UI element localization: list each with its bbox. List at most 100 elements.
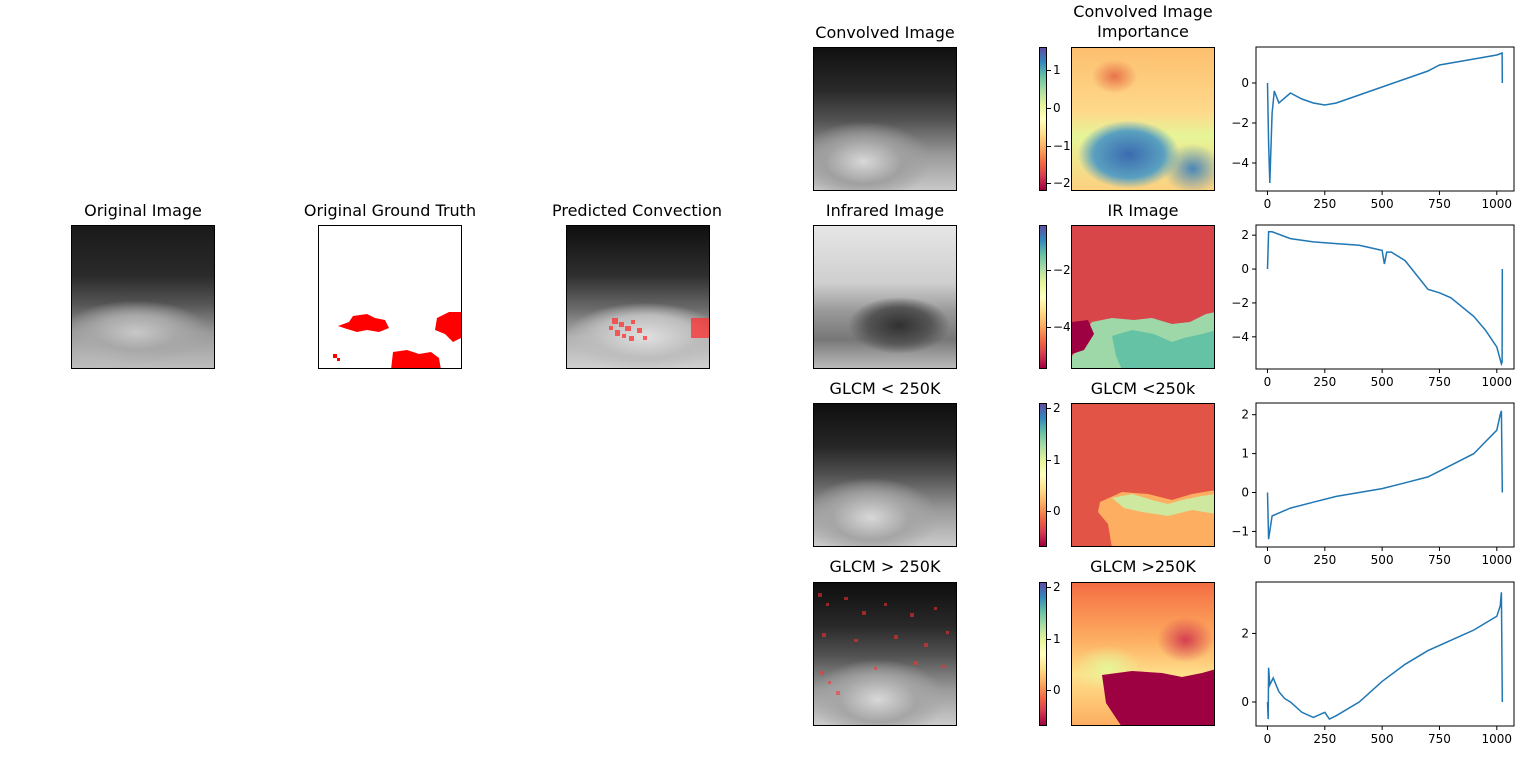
- x-tick-label: 1000: [1482, 732, 1513, 746]
- colorbar-tick-label: 2: [1053, 401, 1061, 416]
- x-tick-label: 250: [1313, 197, 1336, 211]
- x-tick-label: 250: [1313, 553, 1336, 567]
- y-tick-label: 0: [1241, 486, 1249, 500]
- y-tick-label: 2: [1241, 408, 1249, 422]
- x-tick-label: 500: [1371, 553, 1394, 567]
- x-tick-label: 750: [1428, 553, 1451, 567]
- y-tick-label: 0: [1241, 262, 1249, 276]
- row3-image-overlay: [818, 593, 949, 695]
- colorbar-tick-label: 1: [1053, 62, 1061, 77]
- x-tick-label: 500: [1371, 197, 1394, 211]
- row3-image-title: GLCM > 250K: [829, 557, 941, 576]
- colorbar-tickmark: [1047, 270, 1051, 272]
- plot-frame: [1255, 224, 1515, 370]
- row0-image-title: Convolved Image: [815, 23, 955, 42]
- colorbar-tickmark: [1047, 183, 1051, 185]
- colorbar-tick-label: 1: [1053, 452, 1061, 467]
- colorbar-tickmark: [1047, 69, 1051, 71]
- row0-line-plot: 0 250 500 750 1000 0 −2 −4: [1231, 46, 1515, 211]
- y-tick-label: 0: [1241, 76, 1249, 90]
- x-tick-label: 0: [1264, 375, 1272, 389]
- y-tick-label: −2: [1231, 116, 1249, 130]
- row2-line-plot: 0 250 500 750 1000 2 1 0 −1: [1231, 402, 1515, 567]
- x-tick-label: 250: [1313, 375, 1336, 389]
- colorbar-tickmark: [1047, 107, 1051, 109]
- colorbar-tick-label: −1: [1053, 138, 1071, 153]
- row3-importance-title: GLCM >250K: [1090, 557, 1196, 576]
- y-tick-label: −1: [1231, 524, 1249, 538]
- x-tick-label: 1000: [1482, 375, 1513, 389]
- row3-image-panel: [813, 582, 957, 726]
- colorbar-tick-label: 0: [1053, 100, 1061, 115]
- colorbar-tickmark: [1047, 408, 1051, 410]
- y-tick-label: 0: [1241, 695, 1249, 709]
- row1-importance-panel: [1071, 225, 1215, 369]
- x-tick-label: 0: [1264, 553, 1272, 567]
- y-tick-label: 2: [1241, 228, 1249, 242]
- y-tick-label: −2: [1231, 296, 1249, 310]
- colorbar-tickmark: [1047, 326, 1051, 328]
- ground-truth-mask: [333, 312, 461, 368]
- original-image-title: Original Image: [84, 201, 202, 220]
- predicted-convection-overlay: [609, 318, 709, 341]
- row1-importance-title: IR Image: [1107, 201, 1179, 220]
- row2-importance-panel: [1071, 403, 1215, 547]
- colorbar-tick-label: 0: [1053, 683, 1061, 697]
- y-tick-label: 2: [1241, 626, 1249, 640]
- row3-importance-region: [1102, 669, 1214, 725]
- colorbar-tick-label: −2: [1053, 263, 1071, 278]
- x-tick-label: 0: [1264, 197, 1272, 211]
- x-tick-label: 1000: [1482, 197, 1513, 211]
- plot-frame: [1255, 402, 1515, 548]
- series-line: [1266, 231, 1504, 367]
- colorbar-tick-label: 0: [1053, 504, 1061, 518]
- row0-importance-title: Convolved Image Importance: [1073, 2, 1213, 41]
- y-tick-label: −4: [1231, 156, 1249, 170]
- colorbar-tick-label: 2: [1053, 580, 1061, 595]
- x-tick-label: 500: [1371, 732, 1394, 746]
- row1-image-title: Infrared Image: [825, 201, 945, 220]
- row2-colorbar: [1039, 403, 1047, 547]
- colorbar-tick-label: 1: [1053, 631, 1061, 646]
- row2-importance-region: [1098, 490, 1214, 546]
- row0-image-panel: [813, 47, 957, 191]
- row0-importance-panel: [1071, 47, 1215, 191]
- x-tick-label: 1000: [1482, 553, 1513, 567]
- x-tick-label: 500: [1371, 375, 1394, 389]
- row2-importance-title: GLCM <250k: [1090, 379, 1196, 398]
- x-tick-label: 0: [1264, 732, 1272, 746]
- colorbar-tickmark: [1047, 459, 1051, 461]
- row3-colorbar: [1039, 582, 1047, 726]
- row1-importance-region: [1072, 312, 1214, 368]
- row1-line-plot: 0 250 500 750 1000 2 0 −2 −4: [1231, 224, 1515, 389]
- colorbar-tick-label: −4: [1053, 319, 1071, 334]
- row3-line-plot: 0 250 500 750 1000 2 0: [1241, 581, 1515, 746]
- row2-image-panel: [813, 403, 957, 547]
- series-line: [1266, 51, 1504, 184]
- colorbar-tick-label: −2: [1053, 176, 1071, 191]
- row2-image-title: GLCM < 250K: [829, 379, 941, 398]
- colorbar-tickmark: [1047, 145, 1051, 147]
- x-tick-label: 250: [1313, 732, 1336, 746]
- colorbar-tickmark: [1047, 690, 1051, 691]
- row1-image-panel: [813, 225, 957, 369]
- ground-truth-title: Original Ground Truth: [303, 201, 477, 220]
- series-line: [1266, 592, 1504, 721]
- colorbar-tickmark: [1047, 587, 1051, 589]
- y-tick-label: −4: [1231, 330, 1249, 344]
- x-tick-label: 750: [1428, 197, 1451, 211]
- original-image-panel: [71, 225, 215, 369]
- predicted-convection-panel: [566, 225, 710, 369]
- row0-colorbar: [1039, 47, 1047, 191]
- ground-truth-panel: [318, 225, 462, 369]
- colorbar-tickmark: [1047, 638, 1051, 640]
- row3-importance-panel: [1071, 582, 1215, 726]
- row1-colorbar: [1039, 225, 1047, 369]
- x-tick-label: 750: [1428, 375, 1451, 389]
- colorbar-tickmark: [1047, 511, 1051, 512]
- y-tick-label: 1: [1241, 447, 1249, 461]
- series-line: [1266, 410, 1504, 540]
- predicted-convection-title: Predicted Convection: [551, 201, 723, 220]
- plot-frame: [1255, 581, 1515, 727]
- plot-frame: [1255, 46, 1515, 192]
